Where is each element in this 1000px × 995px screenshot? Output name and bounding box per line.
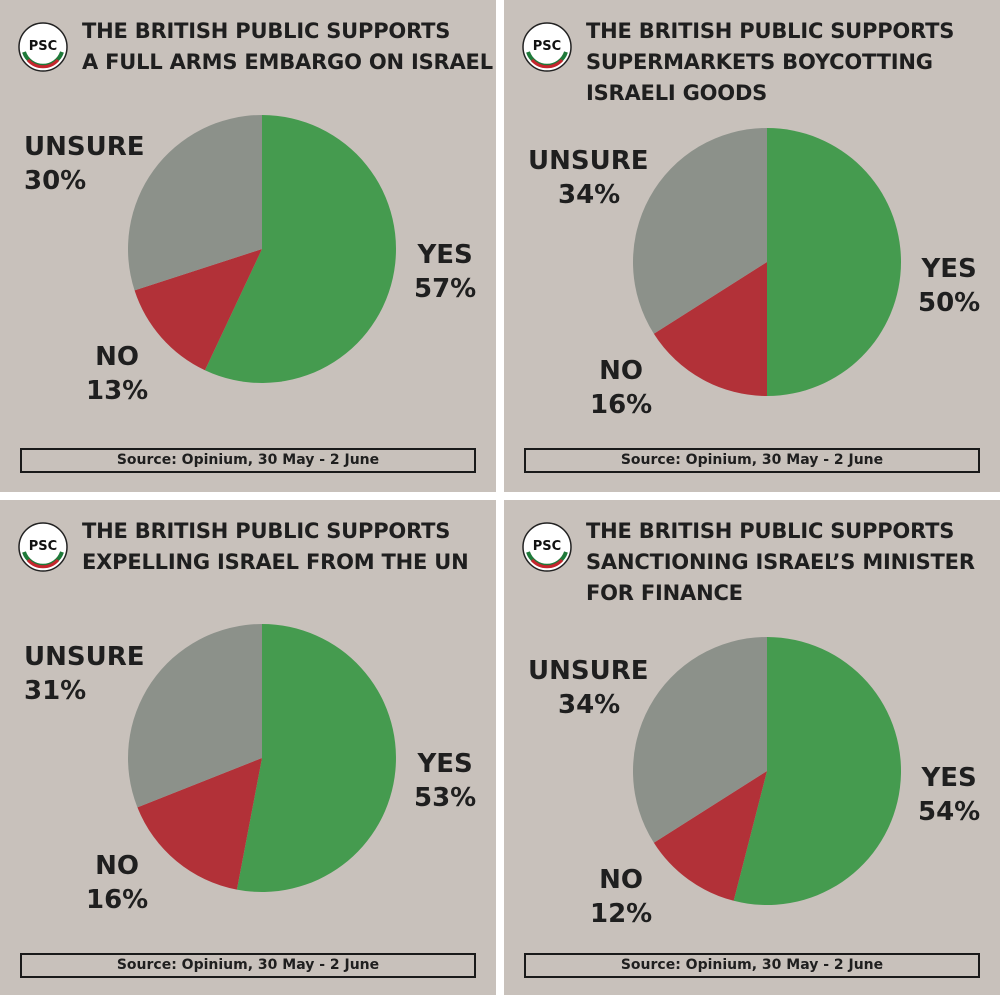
slice-label-unsure: UNSURE 34% (528, 146, 649, 210)
psc-logo: PSC (522, 522, 572, 572)
title-line: SANCTIONING ISRAEL’S MINISTER (586, 550, 975, 574)
svg-text:PSC: PSC (533, 539, 561, 554)
pie-slice-yes (204, 115, 396, 383)
title-line: EXPELLING ISRAEL FROM THE UN (82, 550, 469, 574)
title-line: THE BRITISH PUBLIC SUPPORTS (82, 19, 451, 43)
source-note: Source: Opinium, 30 May - 2 June (20, 448, 476, 473)
slice-label-no: NO 16% (86, 851, 149, 915)
pie-slice-unsure (633, 127, 767, 334)
psc-logo: PSC (18, 522, 68, 572)
title-line: FOR FINANCE (586, 581, 743, 605)
chart-panel-expel-un: PSC THE BRITISH PUBLIC SUPPORTS EXPELLIN… (0, 500, 496, 995)
psc-logo: PSC (522, 22, 572, 72)
source-note: Source: Opinium, 30 May - 2 June (524, 953, 980, 978)
slice-label-unsure: UNSURE 30% (24, 132, 145, 196)
title-line: SUPERMARKETS BOYCOTTING (586, 50, 933, 74)
pie-chart (128, 115, 396, 383)
title-line: THE BRITISH PUBLIC SUPPORTS (586, 519, 955, 543)
svg-text:PSC: PSC (29, 39, 57, 54)
chart-panel-supermarket-boycott: PSC THE BRITISH PUBLIC SUPPORTS SUPERMAR… (504, 0, 1000, 492)
chart-title: THE BRITISH PUBLIC SUPPORTS SUPERMARKETS… (586, 16, 986, 109)
title-line: A FULL ARMS EMBARGO ON ISRAEL (82, 50, 493, 74)
svg-text:PSC: PSC (533, 39, 561, 54)
slice-label-yes: YES 53% (414, 749, 477, 813)
source-note: Source: Opinium, 30 May - 2 June (524, 448, 980, 473)
pie-slice-yes (733, 637, 902, 905)
slice-label-yes: YES 57% (414, 240, 477, 304)
pie-chart (633, 637, 902, 905)
pie-chart (633, 127, 901, 396)
slice-label-unsure: UNSURE 31% (24, 642, 145, 706)
svg-text:PSC: PSC (29, 539, 57, 554)
chart-panel-sanction-minister: PSC THE BRITISH PUBLIC SUPPORTS SANCTION… (504, 500, 1000, 995)
pie-slice-unsure (127, 624, 262, 808)
slice-label-no: NO 16% (590, 356, 653, 420)
chart-title: THE BRITISH PUBLIC SUPPORTS A FULL ARMS … (82, 16, 493, 78)
slice-label-no: NO 12% (590, 865, 653, 929)
pie-slice-unsure (633, 637, 767, 843)
pie-slice-no (653, 262, 767, 396)
slice-label-no: NO 13% (86, 342, 149, 406)
slice-label-yes: YES 54% (918, 763, 981, 827)
psc-logo: PSC (18, 22, 68, 72)
chart-title: THE BRITISH PUBLIC SUPPORTS SANCTIONING … (586, 516, 986, 609)
title-line: THE BRITISH PUBLIC SUPPORTS (82, 519, 451, 543)
pie-slice-no (134, 249, 262, 371)
chart-panel-arms-embargo: PSC THE BRITISH PUBLIC SUPPORTS A FULL A… (0, 0, 496, 492)
pie-slice-no (137, 758, 262, 890)
pie-chart (127, 624, 396, 892)
slice-label-unsure: UNSURE 34% (528, 656, 649, 720)
title-line: ISRAELI GOODS (586, 81, 768, 105)
pie-slice-no (653, 771, 767, 901)
source-note: Source: Opinium, 30 May - 2 June (20, 953, 476, 978)
pie-slice-unsure (128, 115, 262, 291)
slice-label-yes: YES 50% (918, 254, 981, 318)
chart-title: THE BRITISH PUBLIC SUPPORTS EXPELLING IS… (82, 516, 482, 578)
pie-slice-yes (767, 128, 901, 396)
title-line: THE BRITISH PUBLIC SUPPORTS (586, 19, 955, 43)
pie-slice-yes (236, 624, 396, 892)
